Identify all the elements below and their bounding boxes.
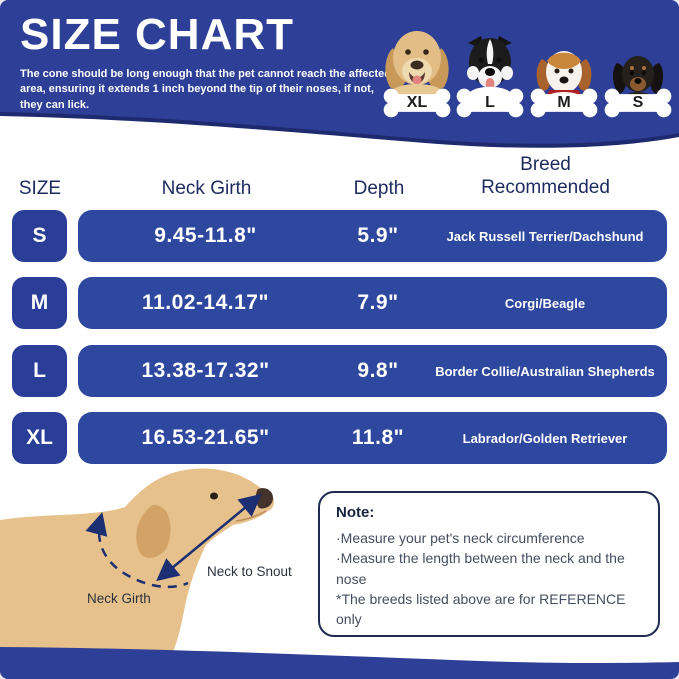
bone-icon xyxy=(530,88,598,118)
column-header-breed-recommended: Breed Recommended xyxy=(481,153,610,199)
size-chip-l: L xyxy=(12,345,67,397)
note-line: *The breeds listed above are for REFEREN… xyxy=(336,590,626,628)
size-tag-label: L xyxy=(485,94,495,111)
size-tag-label: S xyxy=(632,94,644,111)
size-example-xl: XL xyxy=(378,10,456,118)
size-chip-m: M xyxy=(12,277,67,329)
size-tag-bone: M xyxy=(530,88,598,118)
table-row: 9.45-11.8" 5.9" Jack Russell Terrier/Dac… xyxy=(78,210,667,262)
note-line: ·Measure your pet's neck circumference xyxy=(336,530,585,546)
size-chip-label: S xyxy=(32,224,47,247)
size-chip-label: M xyxy=(30,291,49,314)
bone-icon xyxy=(456,88,524,118)
breed-value: Labrador/Golden Retriever xyxy=(462,430,628,446)
breed-value: Jack Russell Terrier/Dachshund xyxy=(446,228,644,244)
column-header-neck-girth: Neck Girth xyxy=(161,178,252,199)
depth-value: 9.8" xyxy=(357,359,399,382)
column-header-size: SIZE xyxy=(18,178,62,199)
neck-to-snout-label: Neck to Snout xyxy=(207,564,292,579)
neck-to-snout-arrow xyxy=(156,493,262,582)
size-chip-label: XL xyxy=(26,426,53,449)
size-example-m: M xyxy=(530,38,598,118)
note-title: Note: xyxy=(336,504,375,521)
size-tag-label: M xyxy=(557,94,571,111)
note-box: Note: ·Measure your pet's neck circumfer… xyxy=(318,491,660,637)
size-chip-s: S xyxy=(12,210,67,262)
measurement-arrows xyxy=(85,493,262,589)
size-tag-bone: XL xyxy=(383,88,451,118)
neck-girth-value: 16.53-21.65" xyxy=(141,426,270,449)
size-example-l: L xyxy=(455,22,525,118)
neck-girth-arc xyxy=(85,512,189,589)
note-line: ·Measure the length between the neck and… xyxy=(336,550,625,587)
neck-girth-value: 13.38-17.32" xyxy=(141,359,270,382)
neck-girth-label: Neck Girth xyxy=(87,591,151,606)
size-tag-bone: L xyxy=(456,88,524,118)
depth-value: 11.8" xyxy=(351,426,405,449)
breed-value: Border Collie/Australian Shepherds xyxy=(435,363,655,379)
column-header-depth: Depth xyxy=(353,178,405,199)
table-header-row: SIZE Neck Girth Depth Breed Recommended xyxy=(12,153,667,204)
table-row: 13.38-17.32" 9.8" Border Collie/Australi… xyxy=(78,345,667,397)
bone-icon xyxy=(604,88,672,118)
bone-icon xyxy=(383,88,451,118)
size-chip-label: L xyxy=(33,359,46,382)
header-description: The cone should be long enough that the … xyxy=(20,68,391,111)
depth-value: 7.9" xyxy=(357,291,399,314)
neck-girth-value: 11.02-14.17" xyxy=(142,291,269,314)
footer-wave-shape xyxy=(0,647,679,679)
size-chip-xl: XL xyxy=(12,412,67,464)
size-tag-bone: S xyxy=(604,88,672,118)
table-row: 11.02-14.17" 7.9" Corgi/Beagle xyxy=(78,277,667,329)
size-example-s: S xyxy=(604,44,672,118)
size-tag-label: XL xyxy=(406,94,428,111)
neck-girth-value: 9.45-11.8" xyxy=(154,224,257,247)
breed-value: Corgi/Beagle xyxy=(504,295,586,311)
labrador-measurement-illustration xyxy=(0,468,275,679)
page-title: SIZE CHART xyxy=(20,10,294,59)
depth-value: 5.9" xyxy=(357,224,399,247)
dog-eye-shape xyxy=(210,492,218,500)
table-row: 16.53-21.65" 11.8" Labrador/Golden Retri… xyxy=(78,412,667,464)
